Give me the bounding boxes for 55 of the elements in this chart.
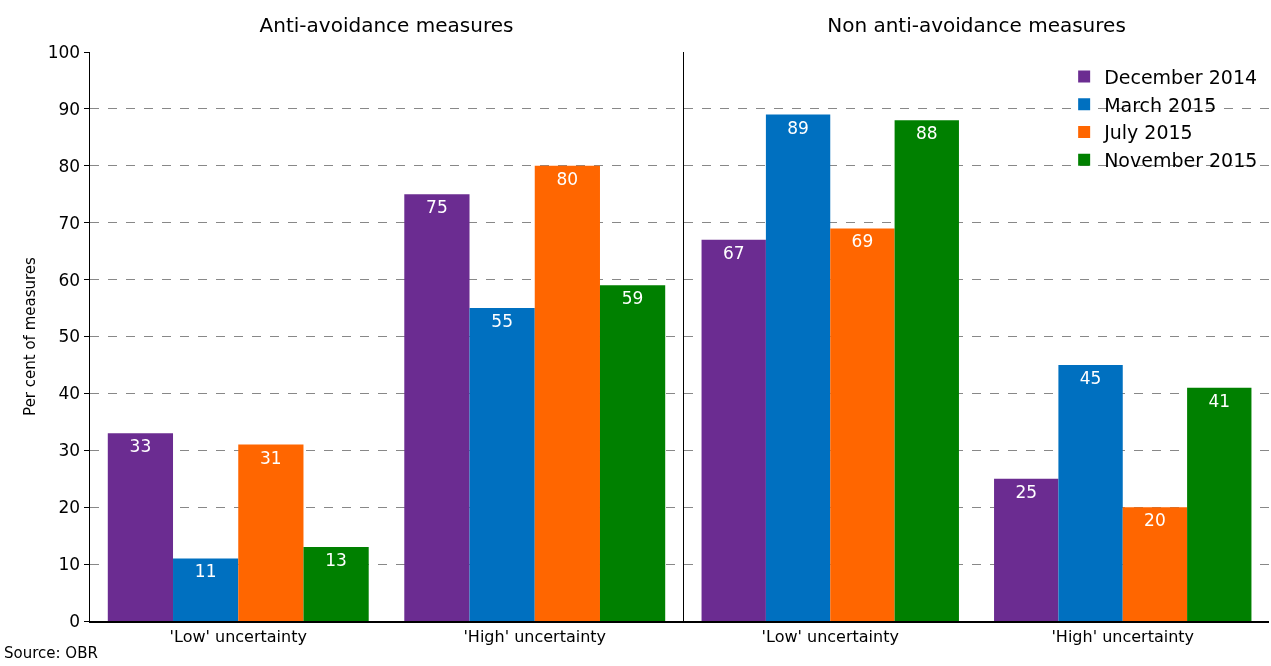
data-label: 33 — [129, 436, 152, 457]
x-tick-label: 'High' uncertainty — [463, 626, 607, 646]
data-label: 11 — [194, 561, 217, 582]
data-label: 25 — [1015, 481, 1038, 502]
y-tick-label: 70 — [58, 212, 81, 233]
data-label: 80 — [556, 168, 579, 189]
data-label: 31 — [260, 447, 282, 468]
bar — [469, 308, 535, 621]
y-axis-title: Per cent of measures — [21, 256, 40, 416]
data-label: 67 — [722, 242, 745, 263]
y-tick-label: 40 — [58, 383, 81, 404]
x-tick-label: 'High' uncertainty — [1051, 626, 1195, 646]
y-tick-label: 90 — [58, 98, 81, 119]
data-label: 59 — [621, 288, 644, 309]
legend-label: November 2015 — [1104, 149, 1258, 172]
data-label: 55 — [491, 311, 513, 332]
bar — [534, 165, 600, 621]
chart-title: Non anti-avoidance measures — [827, 13, 1126, 37]
bar — [1058, 364, 1123, 621]
y-tick-label: 30 — [58, 440, 81, 461]
y-tick-label: 100 — [47, 41, 81, 62]
legend-label: December 2014 — [1104, 65, 1258, 88]
y-tick-label: 60 — [58, 269, 81, 290]
y-tick-label: 20 — [58, 497, 81, 518]
x-tick-label: 'Low' uncertainty — [761, 626, 899, 646]
bar — [599, 285, 666, 621]
bar — [765, 114, 831, 621]
data-label: 88 — [915, 123, 938, 144]
data-label: 89 — [787, 117, 809, 138]
bar — [107, 433, 174, 621]
y-tick-label: 50 — [58, 326, 81, 347]
legend-label: July 2015 — [1103, 121, 1193, 144]
bar — [173, 558, 239, 621]
bar — [701, 239, 766, 621]
chart-title: Anti-avoidance measures — [259, 13, 514, 37]
bar — [303, 547, 369, 621]
y-tick-label: 10 — [58, 554, 81, 575]
data-label: 41 — [1208, 390, 1231, 411]
y-tick-label: 80 — [58, 155, 81, 176]
bar — [1187, 387, 1252, 621]
bar — [894, 120, 959, 621]
bar — [1122, 507, 1188, 621]
y-tick-label: 0 — [69, 610, 81, 631]
x-tick-label: 'Low' uncertainty — [169, 626, 307, 646]
source-note: Source: OBR — [4, 644, 98, 662]
data-label: 45 — [1079, 367, 1102, 388]
bar — [238, 444, 304, 621]
bar — [404, 194, 470, 621]
bar — [994, 478, 1059, 621]
legend-label: March 2015 — [1104, 93, 1217, 116]
data-label: 75 — [426, 197, 448, 218]
data-label: 13 — [325, 550, 347, 571]
data-label: 20 — [1144, 510, 1166, 531]
data-label: 69 — [851, 231, 874, 252]
bar — [830, 228, 895, 621]
